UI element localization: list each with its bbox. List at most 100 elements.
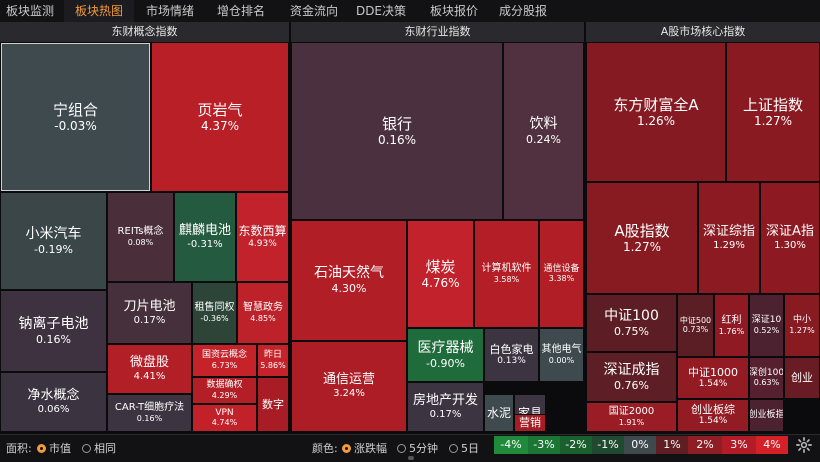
tile-name: 中小 bbox=[792, 315, 811, 326]
tab-dde-decision[interactable]: DDE决策 bbox=[355, 4, 407, 18]
heatmap-tile-telecom-operators[interactable]: 通信运营 3.24% bbox=[291, 341, 407, 432]
heatmap-tile-digital[interactable]: 数字 bbox=[257, 377, 289, 432]
tile-name: 上证指数 bbox=[742, 95, 803, 114]
heatmap-tile-dividend[interactable]: 红利 1.76% bbox=[714, 294, 749, 357]
heatmap-tile-shenzhen-component[interactable]: 深证成指 0.76% bbox=[586, 352, 677, 402]
heatmap-tile-cement[interactable]: 水泥 bbox=[484, 394, 514, 432]
heatmap-tile-a-share-index[interactable]: A股指数 1.27% bbox=[586, 182, 698, 294]
heatmap-tile-ning-combo[interactable]: 宁组合 -0.03% bbox=[0, 42, 151, 192]
scroll-handle[interactable] bbox=[408, 456, 414, 460]
heatmap-tile-csi-500[interactable]: 中证500 0.73% bbox=[677, 294, 714, 357]
tile-name: 刀片电池 bbox=[123, 298, 176, 314]
legend-swatch: 2% bbox=[688, 436, 722, 454]
tile-name: 银行 bbox=[381, 114, 412, 133]
tile-name: 深创100 bbox=[749, 367, 784, 378]
heatmap-tile-other-electrical[interactable]: 其他电气 0.00% bbox=[539, 328, 584, 382]
tab-fund-flow[interactable]: 资金流向 bbox=[289, 4, 338, 18]
heatmap-tile-csi-100[interactable]: 中证100 0.75% bbox=[586, 294, 677, 352]
tile-name: 中证1000 bbox=[688, 365, 738, 379]
heatmap-tile-coal[interactable]: 煤炭 4.76% bbox=[407, 220, 474, 328]
heatmap-tile-white-appliances[interactable]: 白色家电 0.13% bbox=[484, 328, 539, 382]
tile-name: 国证2000 bbox=[608, 406, 655, 417]
heatmap-tile-car-t[interactable]: CAR-T细胞疗法 0.16% bbox=[107, 394, 192, 432]
heatmap-tile-shenzhen-10[interactable]: 深证10 0.52% bbox=[749, 294, 784, 357]
heatmap-tile-east-data-west-compute[interactable]: 东数西算 4.93% bbox=[236, 192, 289, 282]
tab-position-ranking[interactable]: 增仓排名 bbox=[216, 4, 265, 18]
color-option-5min[interactable]: 5分钟 bbox=[397, 435, 438, 462]
heatmap-tile-micro-cap[interactable]: 微盘股 4.41% bbox=[107, 344, 192, 394]
legend-swatch: 0% bbox=[624, 436, 656, 454]
tile-name: 红利 bbox=[721, 314, 742, 326]
heatmap-tile-medical-devices[interactable]: 医疗器械 -0.90% bbox=[407, 328, 484, 382]
heatmap-tile-shenzhen-a-index[interactable]: 深证A指 1.30% bbox=[760, 182, 820, 294]
heatmap-tile-vpn[interactable]: VPN 4.74% bbox=[192, 404, 257, 432]
heatmap-tile-beverage[interactable]: 饮料 0.24% bbox=[503, 42, 584, 220]
heatmap-tile-shenzhen-chinext-100[interactable]: 深创100 0.63% bbox=[749, 357, 784, 399]
heatmap-tile-water-purifier[interactable]: 净水概念 0.06% bbox=[0, 372, 107, 432]
tab-block-monitor[interactable]: 板块监测 bbox=[5, 4, 54, 18]
tile-name: 宁组合 bbox=[52, 100, 98, 119]
tab-market-sentiment[interactable]: 市场情绪 bbox=[145, 4, 194, 18]
heatmap-tile-shale-gas[interactable]: 页岩气 4.37% bbox=[151, 42, 289, 192]
heatmap-tile-chinext-index[interactable]: 创业板指 bbox=[749, 399, 784, 432]
tile-name: 创业板综 bbox=[691, 403, 735, 417]
tile-change: 4.85% bbox=[250, 314, 276, 323]
heatmap-tile-real-estate-dev[interactable]: 房地产开发 0.17% bbox=[407, 382, 484, 432]
heatmap-tile-shenzhen-composite[interactable]: 深证综指 1.29% bbox=[698, 182, 760, 294]
area-option-equal[interactable]: 相同 bbox=[82, 435, 116, 462]
tile-name: 深证A指 bbox=[766, 223, 814, 239]
heatmap-tile-rent-sale-rights[interactable]: 租售同权 -0.36% bbox=[192, 282, 237, 344]
tile-name: VPN bbox=[215, 407, 234, 418]
gear-icon[interactable] bbox=[795, 436, 813, 454]
area-option-label: 市值 bbox=[49, 442, 71, 455]
legend-swatch: 3% bbox=[722, 436, 756, 454]
tile-name: 净水概念 bbox=[27, 387, 80, 403]
color-option-label: 5日 bbox=[461, 442, 479, 455]
heatmap-tile-marketing[interactable]: 营销 bbox=[514, 414, 546, 432]
heatmap-tile-xiaomi-auto[interactable]: 小米汽车 -0.19% bbox=[0, 192, 107, 290]
heatmap-tile-eastmoney-all-a[interactable]: 东方财富全A 1.26% bbox=[586, 42, 726, 182]
tile-change: 1.91% bbox=[618, 418, 645, 427]
heatmap-tile-sodium-ion-battery[interactable]: 钠离子电池 0.16% bbox=[0, 290, 107, 372]
heatmap-tile-chinext[interactable]: 创业 bbox=[784, 357, 820, 399]
heatmap-tile-data-rights[interactable]: 数据确权 4.29% bbox=[192, 377, 257, 404]
color-option-5day[interactable]: 5日 bbox=[449, 435, 479, 462]
tile-change: 6.73% bbox=[211, 360, 238, 370]
heatmap-tile-state-cloud[interactable]: 国资云概念 6.73% bbox=[192, 344, 257, 377]
tab-block-quote[interactable]: 板块报价 bbox=[429, 4, 478, 18]
heatmap-tile-bank[interactable]: 银行 0.16% bbox=[291, 42, 503, 220]
tile-name: REITs概念 bbox=[117, 226, 164, 237]
tile-change: 1.54% bbox=[698, 378, 728, 389]
heatmap-tile-telecom-equipment[interactable]: 通信设备 3.38% bbox=[539, 220, 584, 328]
heatmap-tile-shanghai-composite[interactable]: 上证指数 1.27% bbox=[726, 42, 820, 182]
heatmap-tile-sme[interactable]: 中小 1.27% bbox=[784, 294, 820, 357]
tile-change: 1.76% bbox=[718, 326, 745, 336]
heatmap-tile-computer-software[interactable]: 计算机软件 3.58% bbox=[474, 220, 539, 328]
heatmap-tile-csi-1000[interactable]: 中证1000 1.54% bbox=[677, 357, 749, 399]
tile-name: 昨日 bbox=[263, 350, 282, 361]
tab-block-heatmap[interactable]: 板块热图 bbox=[64, 0, 134, 22]
tile-change: 4.74% bbox=[211, 418, 238, 428]
tab-constituent-quote[interactable]: 成分股报价 bbox=[498, 4, 547, 40]
heatmap-tile-blade-battery[interactable]: 刀片电池 0.17% bbox=[107, 282, 192, 344]
tile-change: 0.63% bbox=[753, 378, 780, 388]
heatmap-tile-cn-2000[interactable]: 国证2000 1.91% bbox=[586, 402, 677, 432]
tile-change: -0.90% bbox=[426, 356, 465, 370]
tile-name: 东方财富全A bbox=[613, 95, 699, 114]
area-option-market-cap[interactable]: 市值 bbox=[37, 435, 71, 462]
heatmap-tile-qilin-battery[interactable]: 麒麟电池 -0.31% bbox=[174, 192, 236, 282]
heatmap-tile-yesterday[interactable]: 昨日 5.86% bbox=[257, 344, 289, 377]
tile-change: 0.76% bbox=[614, 378, 649, 392]
tile-change: 0.16% bbox=[377, 132, 417, 147]
tile-change: -0.31% bbox=[187, 238, 223, 250]
tile-name: 深证10 bbox=[751, 315, 782, 326]
legend-swatch: 1% bbox=[656, 436, 688, 454]
heatmap-tile-reits[interactable]: REITs概念 0.08% bbox=[107, 192, 174, 282]
tile-change: -0.03% bbox=[54, 118, 97, 133]
heatmap-tile-smart-government[interactable]: 智慧政务 4.85% bbox=[237, 282, 289, 344]
section-header-core-index: A股市场核心指数 bbox=[586, 22, 820, 42]
heatmap-tile-oil-gas[interactable]: 石油天然气 4.30% bbox=[291, 220, 407, 341]
color-option-change[interactable]: 涨跌幅 bbox=[342, 435, 387, 462]
heatmap-tile-chinext-composite[interactable]: 创业板综 1.54% bbox=[677, 399, 749, 432]
tile-name: 麒麟电池 bbox=[178, 222, 231, 238]
